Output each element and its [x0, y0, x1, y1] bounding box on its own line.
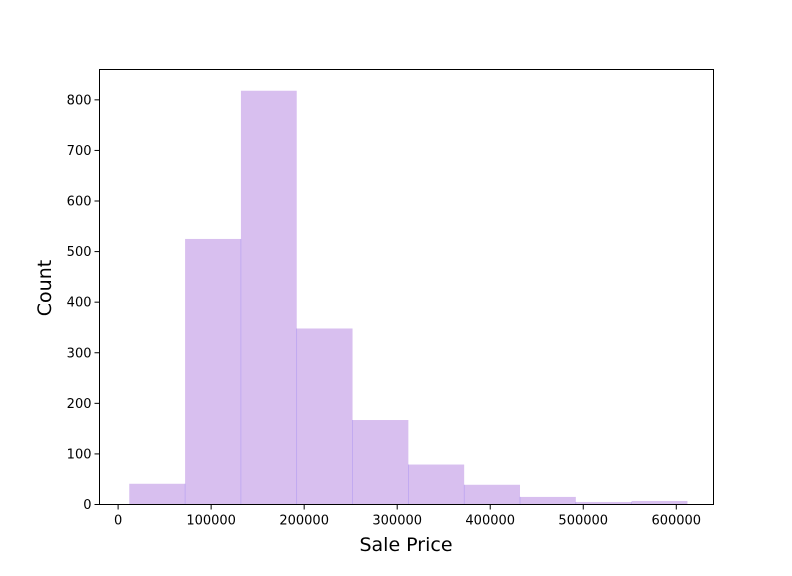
x-tick-label-4: 400000: [465, 514, 515, 529]
histogram-bar-4: [352, 420, 409, 505]
histogram-bar-1: [185, 238, 241, 505]
x-tick-label-1: 100000: [186, 514, 236, 529]
x-tick-label-6: 600000: [651, 514, 701, 529]
histogram-bar-0: [129, 483, 186, 505]
histogram-bar-7: [520, 496, 576, 505]
y-axis-ticks: 0 100 200 300 400 500 600 700 800: [67, 93, 100, 513]
y-tick-label-2: 200: [67, 397, 92, 412]
x-tick-label-5: 500000: [558, 514, 608, 529]
histogram-bar-3: [296, 328, 353, 505]
x-tick-label-2: 200000: [279, 514, 329, 529]
x-axis-ticks: 0 100000 200000 300000 400000 500000 600000: [114, 504, 701, 529]
y-tick-label-6: 600: [67, 195, 92, 210]
histogram-bar-2: [240, 90, 297, 505]
plot-frame: [99, 69, 714, 505]
histogram-bar-6: [464, 484, 520, 505]
y-tick-label-0: 0: [83, 498, 91, 513]
x-axis-label: Sale Price: [359, 534, 452, 556]
y-tick-label-4: 400: [67, 296, 92, 311]
histogram-bar-8: [575, 501, 632, 505]
x-tick-label-0: 0: [114, 514, 122, 529]
y-tick-label-3: 300: [67, 346, 92, 361]
y-tick-label-5: 500: [67, 245, 92, 260]
y-tick-label-1: 100: [67, 447, 92, 462]
y-axis-label: Count: [34, 260, 56, 316]
y-tick-label-7: 700: [67, 144, 92, 159]
x-tick-label-3: 300000: [372, 514, 422, 529]
bars-group: [129, 90, 688, 505]
histogram-bar-9: [631, 500, 688, 505]
histogram-bar-5: [408, 464, 465, 505]
y-tick-label-8: 800: [67, 93, 92, 108]
